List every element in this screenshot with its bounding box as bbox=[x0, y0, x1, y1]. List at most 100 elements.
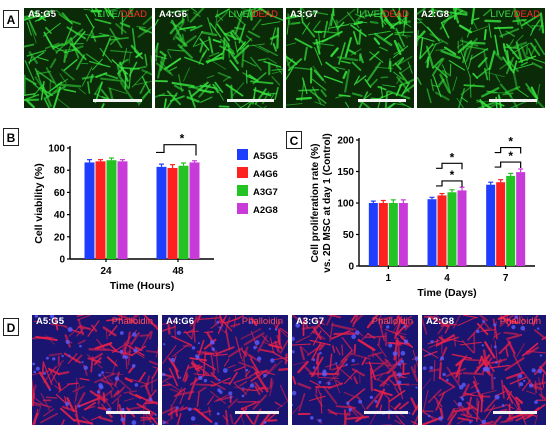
nucleus-dot bbox=[386, 325, 390, 329]
cell-process bbox=[102, 373, 114, 390]
cell-process bbox=[150, 55, 152, 76]
cell-process bbox=[70, 20, 81, 25]
cell-process bbox=[172, 21, 185, 41]
cell-process bbox=[141, 88, 151, 99]
cell-process bbox=[541, 379, 545, 389]
y-tick-label: 100 bbox=[48, 144, 65, 155]
cell-process bbox=[428, 368, 440, 373]
cell-process bbox=[167, 49, 184, 52]
cell-process bbox=[107, 87, 128, 94]
cell-process bbox=[94, 18, 112, 25]
nucleus-dot bbox=[154, 413, 157, 416]
cell-process bbox=[286, 103, 303, 106]
cell-process bbox=[460, 96, 468, 103]
cell-process bbox=[261, 21, 281, 26]
cell-process bbox=[431, 57, 445, 77]
cell-process bbox=[243, 350, 254, 360]
cell-process bbox=[346, 11, 360, 29]
cell-process bbox=[250, 317, 258, 327]
cell-process bbox=[351, 61, 362, 71]
cell-process bbox=[128, 68, 132, 89]
cell-process bbox=[459, 341, 482, 346]
cell-process bbox=[452, 8, 460, 24]
cell-process bbox=[438, 376, 456, 388]
legend-swatch bbox=[237, 185, 248, 196]
bar bbox=[106, 160, 117, 259]
cell-process bbox=[331, 323, 355, 331]
cell-process bbox=[246, 8, 251, 18]
cell-process bbox=[162, 345, 177, 364]
cell-process bbox=[269, 377, 273, 389]
phalloidin-image-1: A5:G5 Phalloidin bbox=[32, 315, 158, 425]
cell-process bbox=[392, 370, 402, 391]
significance-bracket bbox=[436, 180, 463, 187]
cell-process bbox=[263, 60, 282, 68]
cell-process bbox=[444, 324, 451, 334]
cell-process bbox=[155, 62, 172, 75]
cell-process bbox=[79, 377, 90, 381]
cell-process bbox=[300, 80, 305, 102]
cell-process bbox=[374, 353, 390, 370]
cell-process bbox=[438, 336, 447, 343]
nucleus-dot bbox=[429, 366, 434, 370]
nucleus-dot bbox=[241, 394, 245, 398]
stain-label: Phalloidin bbox=[499, 316, 541, 327]
cell-process bbox=[210, 390, 226, 405]
cell-process bbox=[344, 37, 352, 58]
cell-process bbox=[61, 12, 73, 25]
cell-process bbox=[34, 68, 40, 77]
cell-process bbox=[345, 101, 350, 108]
cell-process bbox=[467, 323, 484, 341]
cell-process bbox=[45, 396, 58, 399]
cell-process bbox=[109, 36, 129, 41]
cell-process bbox=[343, 412, 349, 425]
cell-process bbox=[227, 347, 244, 358]
cell-process bbox=[495, 74, 501, 83]
cell-process bbox=[203, 331, 214, 334]
significance-bracket bbox=[156, 144, 197, 156]
cell-process bbox=[134, 346, 143, 352]
cell-process bbox=[215, 395, 234, 402]
cell-process bbox=[24, 94, 40, 101]
cell-process bbox=[532, 315, 538, 326]
cell-process bbox=[257, 334, 268, 353]
cell-process bbox=[353, 21, 363, 26]
cell-process bbox=[369, 78, 378, 87]
cell-process bbox=[381, 424, 392, 425]
cell-process bbox=[166, 90, 182, 106]
cell-process bbox=[122, 48, 128, 66]
cell-process bbox=[422, 389, 429, 412]
cell-process bbox=[453, 335, 457, 347]
cell-process bbox=[302, 317, 309, 329]
legend-label: A5G5 bbox=[253, 151, 279, 162]
cell-process bbox=[250, 56, 262, 71]
cell-process bbox=[526, 346, 539, 355]
nucleus-dot bbox=[388, 343, 393, 348]
nucleus-dot bbox=[493, 377, 496, 380]
cell-process bbox=[379, 46, 388, 52]
cell-process bbox=[90, 30, 97, 43]
cell-process bbox=[394, 386, 400, 395]
cell-process bbox=[382, 316, 393, 320]
significance-asterisk: * bbox=[508, 149, 513, 163]
cell-process bbox=[440, 49, 461, 60]
cell-process bbox=[169, 95, 185, 102]
cell-process bbox=[438, 78, 445, 87]
cell-process bbox=[234, 407, 248, 425]
significance-bracket bbox=[436, 162, 463, 170]
cell-process bbox=[387, 90, 411, 100]
cell-process bbox=[357, 338, 376, 352]
cell-process bbox=[242, 59, 257, 67]
bar bbox=[447, 192, 457, 266]
cell-process bbox=[124, 398, 134, 402]
cell-process bbox=[472, 19, 478, 30]
cell-process bbox=[162, 406, 177, 415]
cell-process bbox=[43, 363, 53, 386]
stain-label: LIVE/DEAD bbox=[359, 9, 409, 20]
cell-process bbox=[227, 364, 236, 369]
cell-process bbox=[184, 56, 204, 65]
nucleus-dot bbox=[481, 344, 484, 347]
nucleus-dot bbox=[175, 406, 179, 410]
nucleus-dot bbox=[79, 344, 82, 348]
cell-process bbox=[53, 86, 61, 93]
